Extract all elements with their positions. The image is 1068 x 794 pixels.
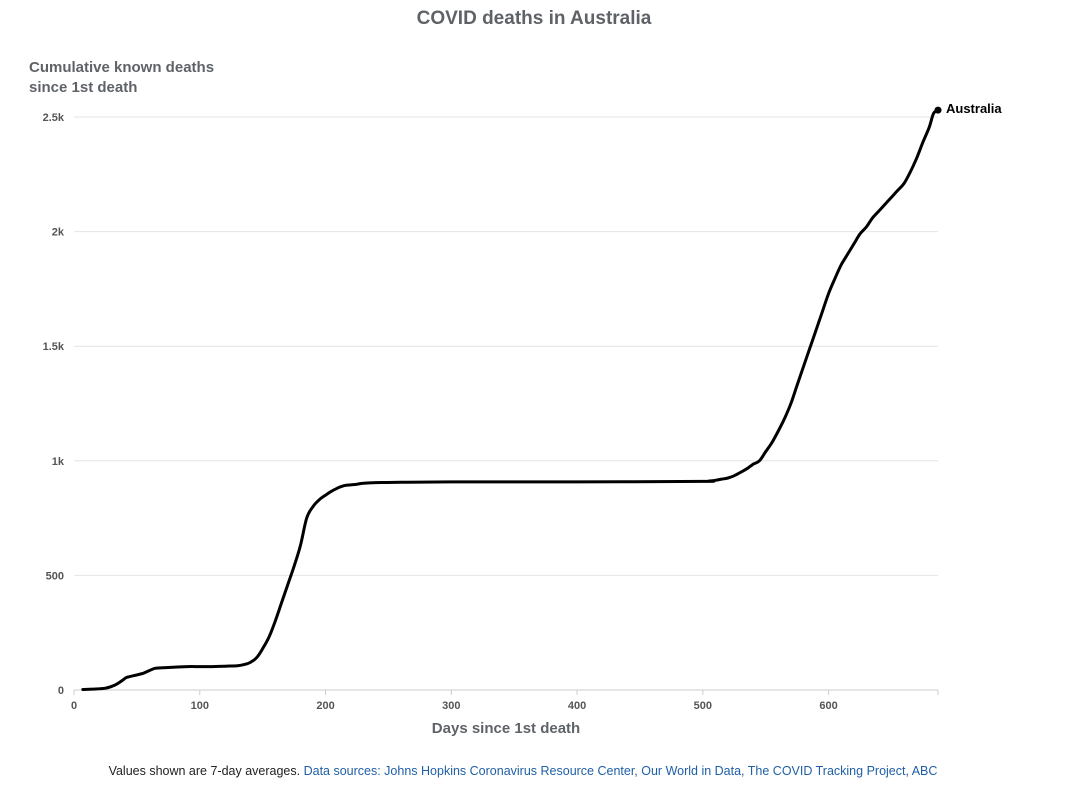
y-axis-label: Cumulative known deaths since 1st death (29, 58, 289, 98)
x-axis-label: Days since 1st death (431, 720, 581, 737)
x-tick-label: 200 (316, 700, 334, 712)
chart-title: COVID deaths in Australia (416, 8, 652, 29)
x-tick-label: 300 (442, 700, 460, 712)
y-axis-label-line-1: Cumulative known deaths (29, 59, 215, 76)
x-tick-label: 100 (191, 700, 209, 712)
x-tick-label: 0 (71, 700, 77, 712)
y-tick-label: 1k (52, 456, 65, 468)
y-tick-label: 1.5k (43, 341, 65, 353)
series-label-australia: Australia (946, 101, 1002, 116)
x-tick-label: 400 (568, 700, 586, 712)
y-tick-label: 500 (46, 570, 64, 582)
y-tick-label: 2k (52, 227, 65, 239)
series-end-point (934, 106, 942, 114)
x-tick-label: 500 (694, 700, 712, 712)
y-axis-label-line-2: since 1st death (29, 79, 138, 96)
x-tick-label: 600 (819, 700, 837, 712)
data-sources-link[interactable]: Data sources: Johns Hopkins Coronavirus … (303, 764, 938, 778)
footer-note: Values shown are 7-day averages. (108, 764, 301, 778)
y-tick-label: 0 (58, 685, 64, 697)
chart-footer: Values shown are 7-day averages. Data so… (0, 764, 1046, 778)
y-tick-label: 2.5k (43, 112, 65, 124)
series-line-australia (81, 108, 940, 691)
